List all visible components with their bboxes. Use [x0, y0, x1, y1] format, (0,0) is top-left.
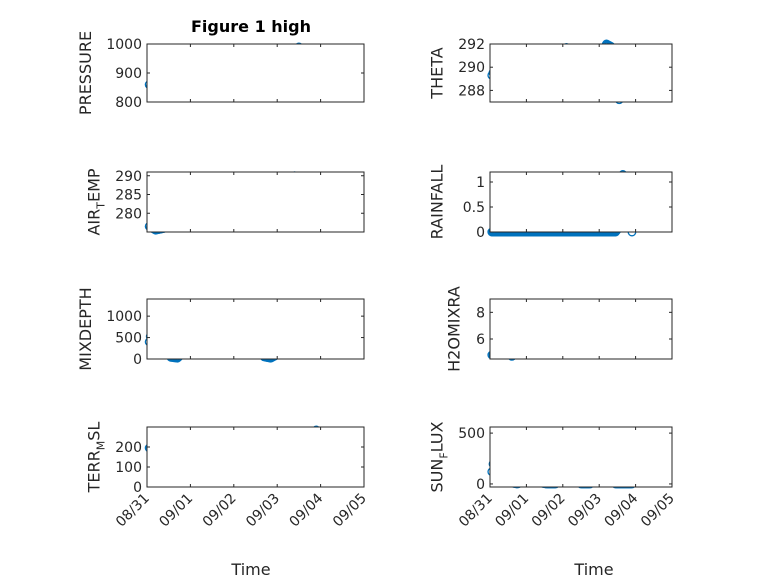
x-axis-label-left: Time — [230, 560, 270, 579]
y-tick-label: 0 — [133, 480, 142, 496]
y-tick-label: 285 — [115, 188, 142, 204]
x-tick-label: 09/02 — [529, 491, 569, 531]
panel-air-temp: 280 285 290 AIRTEMP — [85, 168, 365, 236]
y-tick-label: 290 — [458, 60, 485, 76]
panel-h2omixra: 6 8 H2OMIXRA — [445, 286, 673, 372]
y-tick-label: 0 — [133, 352, 142, 368]
y-tick-label: 280 — [115, 206, 142, 222]
y-tick-label: 900 — [115, 66, 142, 82]
panel-rainfall: 0 0.5 1 RAINFALL — [428, 165, 673, 241]
x-tick-label: 09/01 — [492, 491, 532, 531]
x-tick-label: 09/04 — [602, 490, 642, 530]
y-tick-label: 1000 — [106, 309, 142, 325]
y-tick-label: 6 — [476, 332, 485, 348]
axes-box — [489, 426, 673, 488]
x-tick-label: 09/05 — [638, 491, 678, 531]
y-tick-label: 290 — [115, 169, 142, 185]
axes-box — [146, 298, 365, 360]
axes-box — [489, 43, 673, 103]
x-tick-label: 09/03 — [243, 491, 283, 531]
x-tick-label: 09/05 — [330, 491, 370, 531]
x-axis-label-right: Time — [573, 560, 613, 579]
y-axis-label: THETA — [428, 47, 447, 99]
y-tick-label: 800 — [115, 95, 142, 111]
panel-terr-msl: 0 100 200 08/31 09/01 09/02 09/03 09/04 09/05 TER… — [85, 422, 370, 531]
axes-box — [146, 171, 365, 233]
y-tick-label: 1000 — [106, 37, 142, 53]
panel-pressure: 800 900 1000 PRESSURE — [76, 31, 365, 115]
y-tick-label: 500 — [458, 426, 485, 442]
y-axis-label: SUNFLUX — [428, 421, 451, 492]
x-tick-label: 08/31 — [113, 491, 153, 531]
axes-box — [489, 171, 673, 233]
panel-mixdepth: 0 500 1000 MIXDEPTH — [76, 287, 365, 371]
y-tick-label: 288 — [458, 83, 485, 99]
y-tick-label: 500 — [115, 331, 142, 347]
axes-box — [146, 43, 365, 103]
y-axis-label: AIRTEMP — [85, 168, 108, 235]
x-tick-label: 09/01 — [156, 491, 196, 531]
axes-box — [146, 426, 365, 488]
y-tick-label: 0.5 — [463, 200, 485, 216]
y-axis-label: MIXDEPTH — [76, 287, 95, 370]
y-tick-label: 200 — [115, 440, 142, 456]
x-tick-label: 09/03 — [565, 491, 605, 531]
y-tick-label: 0 — [476, 477, 485, 493]
y-tick-label: 292 — [458, 37, 485, 53]
y-axis-label: TERRMSL — [85, 422, 108, 494]
panel-theta: 288 290 292 THETA — [428, 37, 673, 105]
y-tick-label: 100 — [115, 460, 142, 476]
y-axis-label: H2OMIXRA — [445, 286, 464, 372]
chart-title: Figure 1 high — [191, 17, 311, 36]
x-tick-label: 09/04 — [287, 490, 327, 530]
y-tick-label: 1 — [476, 175, 485, 191]
y-axis-label: RAINFALL — [428, 165, 447, 240]
y-tick-label: 8 — [476, 305, 485, 321]
y-tick-label: 0 — [476, 225, 485, 241]
x-tick-label: 09/02 — [200, 491, 240, 531]
axes-box — [489, 298, 673, 360]
x-tick-label: 08/31 — [456, 491, 496, 531]
y-axis-label: PRESSURE — [76, 31, 95, 115]
